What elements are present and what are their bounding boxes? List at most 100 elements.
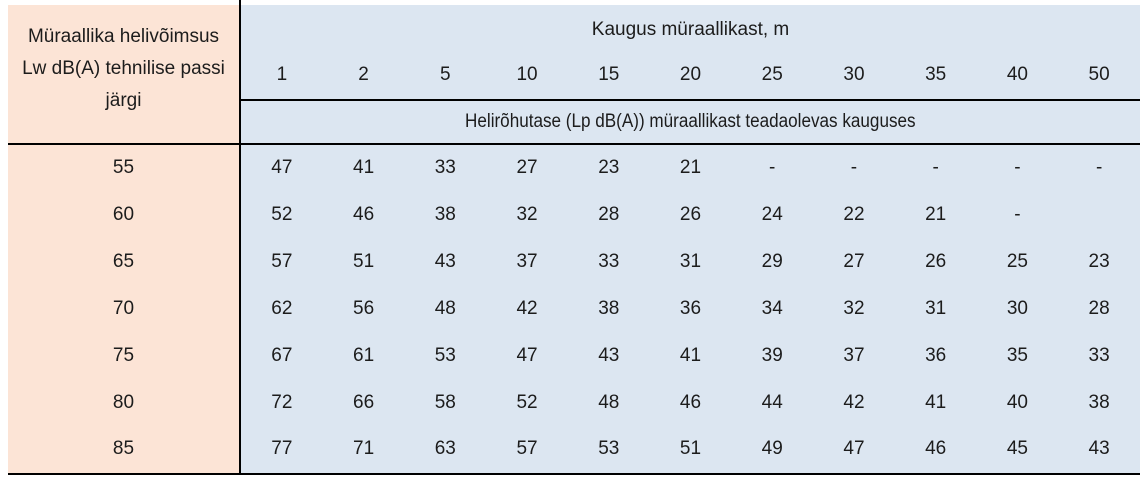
data-cell: 21 (679, 157, 702, 179)
data-cell: 23 (598, 157, 620, 179)
value-definition-text: Helirõhutase (Lp dB(A)) müraallikast tea… (465, 111, 916, 132)
data-cell: 26 (925, 251, 947, 273)
data-cell: 36 (679, 297, 702, 319)
data-cell: 32 (843, 297, 865, 319)
data-cell: 43 (598, 344, 620, 366)
data-cell: 67 (271, 344, 293, 366)
row-label-column: 55 60 65 70 75 80 85 (8, 145, 239, 473)
data-cell: 53 (434, 344, 456, 366)
data-cell: 31 (679, 251, 702, 273)
data-cell: 49 (761, 438, 783, 460)
data-cell: - (1095, 157, 1103, 179)
distance-col-header: 2 (358, 64, 369, 85)
data-cell: 47 (516, 344, 538, 366)
row-label-lw: 70 (112, 297, 135, 319)
data-cell: 53 (598, 438, 620, 460)
data-cell: 45 (1006, 438, 1028, 460)
data-cell: 31 (925, 297, 947, 319)
data-cell: 52 (516, 391, 538, 413)
data-cell: 24 (761, 204, 783, 226)
data-cell: 71 (353, 438, 375, 460)
data-cell: 37 (516, 251, 538, 273)
distance-col-header: 35 (925, 64, 947, 85)
data-cell (1058, 192, 1140, 239)
data-cell: 57 (271, 251, 293, 273)
data-cell: 61 (353, 344, 375, 366)
distance-col-header: 40 (1006, 64, 1028, 85)
data-cell: 27 (516, 157, 538, 179)
data-cell: 47 (271, 157, 293, 179)
column-axis-header: Kaugus müraallikast, m (591, 19, 790, 40)
data-cell: 21 (925, 204, 947, 226)
data-cell: 41 (353, 157, 375, 179)
data-cell: 33 (434, 157, 456, 179)
data-cell: - (1014, 204, 1021, 226)
data-cell: 72 (271, 391, 293, 413)
data-cell: 39 (761, 344, 783, 366)
row-label-lw: 80 (112, 391, 135, 413)
data-cell: 51 (353, 251, 375, 273)
data-cell: - (850, 157, 858, 179)
data-cell: 43 (434, 251, 456, 273)
data-grid: 47 41 33 27 23 21 - - - - - 52 46 38 32 28 26 24 22 21 - 57 51… (241, 145, 1140, 473)
data-cell: 30 (1006, 297, 1028, 319)
header-bottom-border (8, 143, 1140, 145)
data-cell: 56 (353, 297, 375, 319)
value-definition-banner: Helirõhutase (Lp dB(A)) müraallikast tea… (241, 101, 1140, 143)
data-cell: 33 (1088, 344, 1110, 366)
row-label-lw: 60 (112, 204, 135, 226)
row-label-lw: 75 (112, 344, 135, 366)
distance-header-row: 1 2 5 10 15 20 25 30 35 40 50 (241, 52, 1140, 98)
data-cell: 42 (843, 391, 865, 413)
row-axis-header-line: Müraallika helivõimsus (27, 26, 220, 47)
data-cell: - (1014, 157, 1021, 179)
data-cell: 28 (1088, 297, 1110, 319)
data-cell: 48 (598, 391, 620, 413)
data-cell: 25 (1006, 251, 1028, 273)
data-cell: 62 (271, 297, 293, 319)
table-bottom-border (8, 473, 1140, 475)
data-cell: 42 (516, 297, 538, 319)
data-cell: 43 (1088, 438, 1110, 460)
data-cell: 27 (843, 251, 865, 273)
row-axis-header-line: Lw dB(A) tehnilise passi (22, 58, 225, 79)
data-cell: 41 (679, 344, 702, 366)
distance-col-header: 30 (843, 64, 865, 85)
data-cell: 37 (843, 344, 865, 366)
data-cell: 34 (761, 297, 783, 319)
data-cell: 46 (353, 204, 375, 226)
data-cell: 52 (271, 204, 293, 226)
data-cell: 41 (925, 391, 947, 413)
distance-col-header: 15 (598, 64, 620, 85)
data-cell: - (932, 157, 939, 179)
data-cell: 38 (1088, 391, 1110, 413)
row-axis-header-line: järgi (105, 90, 142, 111)
data-cell: 23 (1088, 251, 1110, 273)
distance-col-header: 20 (679, 64, 702, 85)
data-cell: 40 (1006, 391, 1028, 413)
distance-col-header: 1 (276, 64, 288, 85)
left-column-background (8, 5, 239, 473)
data-cell: 47 (843, 438, 865, 460)
data-cell: 35 (1006, 344, 1028, 366)
distance-col-header: 50 (1088, 64, 1110, 85)
data-cell: 51 (679, 438, 702, 460)
distance-col-header: 10 (516, 64, 538, 85)
data-cell: 32 (516, 204, 538, 226)
row-label-lw: 85 (112, 438, 135, 460)
data-cell: 48 (434, 297, 456, 319)
data-cell: 58 (434, 391, 456, 413)
vertical-divider (239, 0, 241, 475)
data-cell: 22 (843, 204, 865, 226)
row-label-lw: 55 (112, 157, 135, 179)
data-cell: 63 (434, 438, 456, 460)
data-cell: 26 (679, 204, 702, 226)
distance-col-header: 25 (761, 64, 783, 85)
data-cell: 38 (598, 297, 620, 319)
data-cell: 28 (598, 204, 620, 226)
data-cell: - (769, 157, 776, 179)
data-cell: 77 (271, 438, 293, 460)
row-axis-header: Müraallika helivõimsus Lw dB(A) tehnilis… (8, 21, 239, 117)
data-cell: 66 (353, 391, 375, 413)
